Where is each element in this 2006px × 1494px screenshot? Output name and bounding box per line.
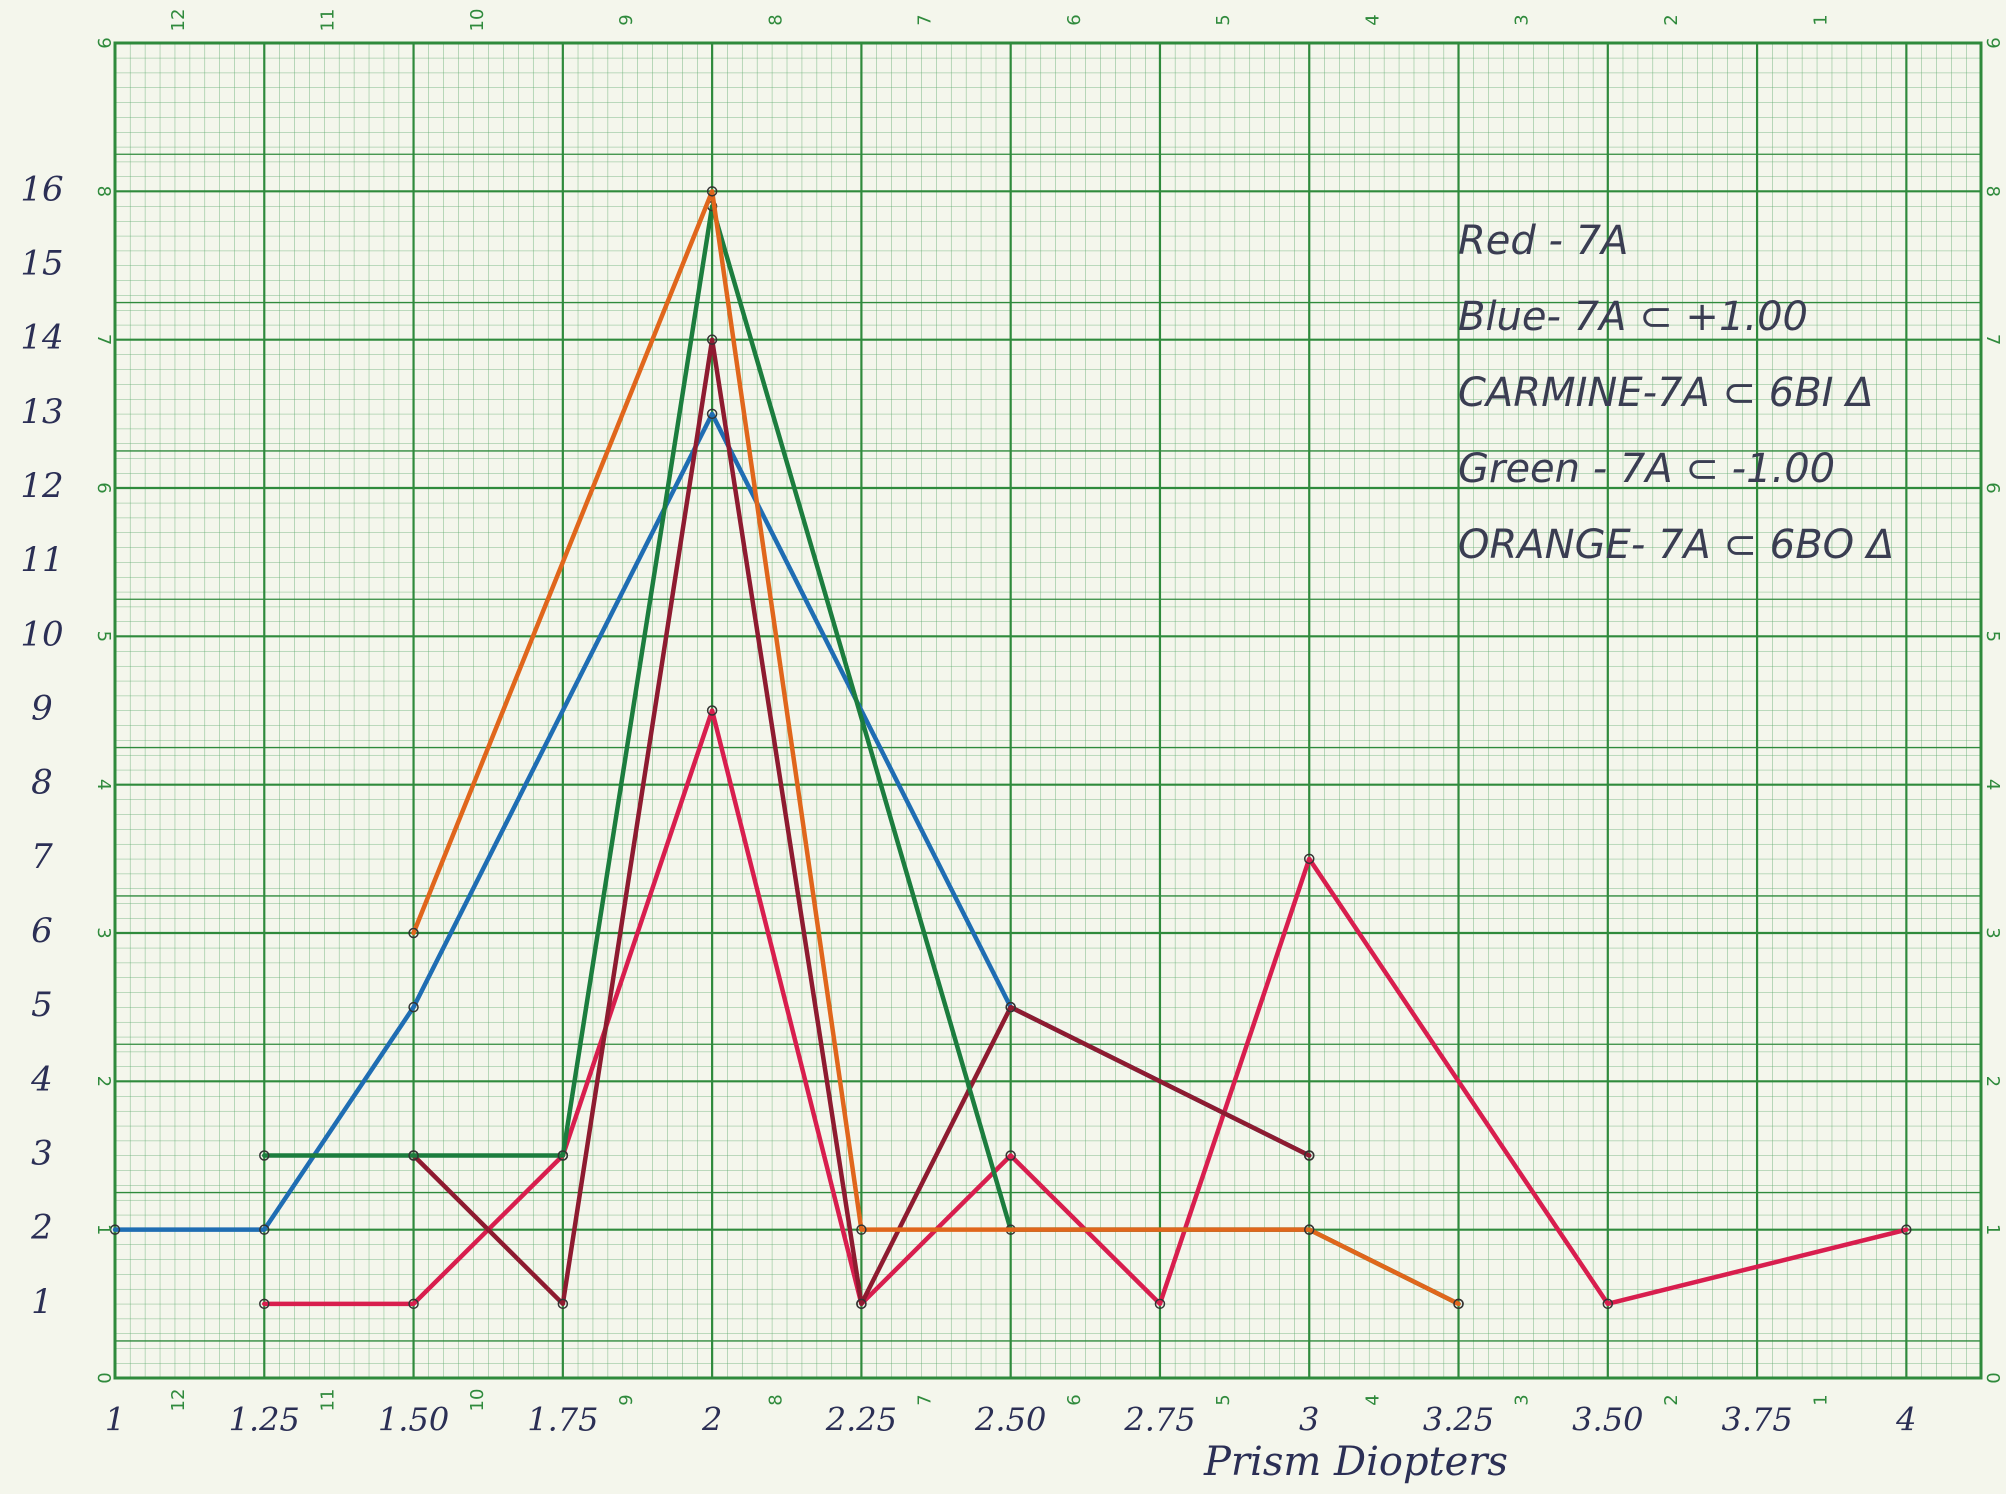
y2-tick-label: 6 (1982, 482, 2003, 493)
x2-tick-label-bottom: 1 (1810, 1394, 1831, 1405)
x2-tick-label: 3 (1512, 14, 1533, 25)
y2-tick-label-left: 0 (93, 1372, 114, 1383)
graph-paper (115, 43, 1981, 1378)
y-tick-label: 9 (31, 689, 53, 729)
legend-entry: CARMINE-7A ⊂ 6BI Δ (1458, 370, 1874, 416)
y-tick-label: 2 (30, 1208, 53, 1248)
y-tick-label: 13 (20, 392, 63, 432)
x-tick-label: 2 (701, 1401, 722, 1439)
y2-tick-label: 4 (1982, 779, 2003, 790)
x2-tick-label: 1 (1810, 14, 1831, 25)
x-axis-label: Prism Diopters (1203, 1439, 1508, 1485)
x2-tick-label: 8 (765, 14, 786, 25)
y2-tick-label-left: 9 (93, 37, 114, 48)
legend-entry: Red - 7A (1458, 218, 1628, 264)
x-tick-label: 3 (1299, 1401, 1319, 1439)
y-tick-label: 4 (30, 1059, 53, 1099)
y2-tick-label: 5 (1982, 631, 2003, 642)
x2-tick-label: 6 (1064, 14, 1085, 25)
y-tick-label: 15 (20, 244, 63, 284)
y-tick-label: 11 (20, 540, 63, 580)
x2-tick-label-bottom: 6 (1064, 1394, 1085, 1405)
legend-entry: Blue- 7A ⊂ +1.00 (1458, 294, 1808, 340)
x-tick-label: 1.50 (378, 1401, 449, 1439)
y-tick-label: 6 (31, 911, 53, 951)
x2-tick-label-bottom: 8 (765, 1394, 786, 1405)
y-tick-label: 12 (20, 466, 63, 506)
x-tick-label: 1.75 (527, 1401, 598, 1439)
y2-tick-label-left: 6 (93, 482, 114, 493)
x2-tick-label-bottom: 11 (317, 1389, 338, 1412)
y2-tick-label: 1 (1982, 1224, 2003, 1235)
x2-tick-label: 2 (1661, 14, 1682, 25)
y2-tick-label: 9 (1982, 37, 2003, 48)
x2-tick-label-bottom: 4 (1362, 1394, 1383, 1405)
x-tick-label: 3.25 (1423, 1401, 1494, 1439)
y2-tick-label-left: 5 (93, 631, 114, 642)
y-tick-label: 16 (20, 169, 63, 209)
x2-tick-label-bottom: 12 (168, 1389, 189, 1412)
y-tick-label: 1 (31, 1282, 53, 1322)
x-tick-label: 1.25 (229, 1401, 300, 1439)
y2-tick-label-left: 1 (93, 1224, 114, 1235)
y2-tick-label: 3 (1982, 927, 2003, 938)
x-tick-label: 3.50 (1572, 1401, 1643, 1439)
x2-tick-label: 12 (168, 9, 189, 32)
x2-tick-label: 9 (616, 14, 637, 25)
x2-tick-label-bottom: 9 (616, 1394, 637, 1405)
x-tick-label: 4 (1895, 1401, 1916, 1439)
y2-tick-label-left: 2 (93, 1076, 114, 1087)
chart: 0011223344556677889911.251.501.7522.252.… (0, 0, 2006, 1494)
y2-tick-label-left: 8 (93, 186, 114, 197)
x-tick-label: 1 (105, 1401, 125, 1439)
x2-tick-label: 4 (1362, 14, 1383, 25)
x2-tick-label-bottom: 5 (1213, 1394, 1234, 1405)
x2-tick-label: 10 (467, 9, 488, 32)
x2-tick-label-bottom: 2 (1661, 1394, 1682, 1405)
y-tick-label: 5 (31, 985, 53, 1025)
x-tick-label: 3.75 (1721, 1401, 1792, 1439)
y2-tick-label: 7 (1982, 334, 2003, 345)
x2-tick-label-bottom: 10 (467, 1389, 488, 1412)
x2-tick-label-bottom: 3 (1512, 1394, 1533, 1405)
x2-tick-label: 5 (1213, 14, 1234, 25)
y2-tick-label-left: 7 (93, 334, 114, 345)
y-tick-label: 10 (20, 614, 63, 654)
y2-tick-label: 8 (1982, 186, 2003, 197)
x-tick-label: 2.25 (825, 1401, 897, 1439)
y-tick-label: 8 (31, 763, 53, 803)
y2-tick-label: 2 (1982, 1076, 2003, 1087)
x2-tick-label: 7 (915, 14, 936, 25)
legend-entry: Green - 7A ⊂ -1.00 (1458, 446, 1835, 492)
y2-tick-label-left: 3 (93, 927, 114, 938)
x2-tick-label-bottom: 7 (915, 1394, 936, 1405)
x-tick-label: 2.50 (974, 1401, 1046, 1439)
x-tick-label: 2.75 (1123, 1401, 1195, 1439)
y-tick-label: 3 (31, 1134, 53, 1174)
y-tick-label: 14 (20, 318, 63, 358)
y2-tick-label-left: 4 (93, 779, 114, 790)
y2-tick-label: 0 (1982, 1372, 2003, 1383)
y-tick-label: 7 (31, 837, 53, 877)
x2-tick-label: 11 (317, 9, 338, 32)
legend-entry: ORANGE- 7A ⊂ 6BO Δ (1458, 522, 1894, 568)
